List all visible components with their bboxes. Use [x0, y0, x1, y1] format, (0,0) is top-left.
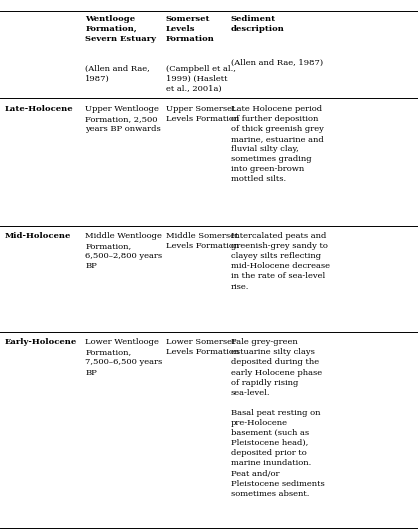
Text: Middle Somerset
Levels Formation: Middle Somerset Levels Formation: [166, 232, 239, 250]
Text: Intercalated peats and
greenish-grey sandy to
clayey silts reflecting
mid-Holoce: Intercalated peats and greenish-grey san…: [231, 232, 330, 290]
Text: Lower Somerset
Levels Formation: Lower Somerset Levels Formation: [166, 338, 239, 356]
Text: Mid-Holocene: Mid-Holocene: [5, 232, 71, 240]
Text: (Allen and Rae,
1987): (Allen and Rae, 1987): [85, 65, 150, 83]
Text: Pale grey-green
estuarine silty clays
deposited during the
early Holocene phase
: Pale grey-green estuarine silty clays de…: [231, 338, 324, 498]
Text: (Allen and Rae, 1987): (Allen and Rae, 1987): [231, 48, 323, 66]
Text: Lower Wentlooge
Formation,
7,500–6,500 years
BP: Lower Wentlooge Formation, 7,500–6,500 y…: [85, 338, 163, 376]
Text: Late Holocene period
of further deposition
of thick greenish grey
marine, estuar: Late Holocene period of further depositi…: [231, 105, 324, 183]
Text: Somerset
Levels
Formation: Somerset Levels Formation: [166, 15, 215, 43]
Text: Early-Holocene: Early-Holocene: [5, 338, 77, 346]
Text: Upper Somerset
Levels Formation: Upper Somerset Levels Formation: [166, 105, 239, 123]
Text: (Campbell et al.,
1999) (Haslett
et al., 2001a): (Campbell et al., 1999) (Haslett et al.,…: [166, 65, 236, 93]
Text: Upper Wentlooge
Formation, 2,500
years BP onwards: Upper Wentlooge Formation, 2,500 years B…: [85, 105, 161, 133]
Text: Late-Holocene: Late-Holocene: [5, 105, 74, 113]
Text: Sediment
description: Sediment description: [231, 15, 285, 33]
Text: Wentlooge
Formation,
Severn Estuary: Wentlooge Formation, Severn Estuary: [85, 15, 156, 43]
Text: Middle Wentlooge
Formation,
6,500–2,800 years
BP: Middle Wentlooge Formation, 6,500–2,800 …: [85, 232, 163, 270]
